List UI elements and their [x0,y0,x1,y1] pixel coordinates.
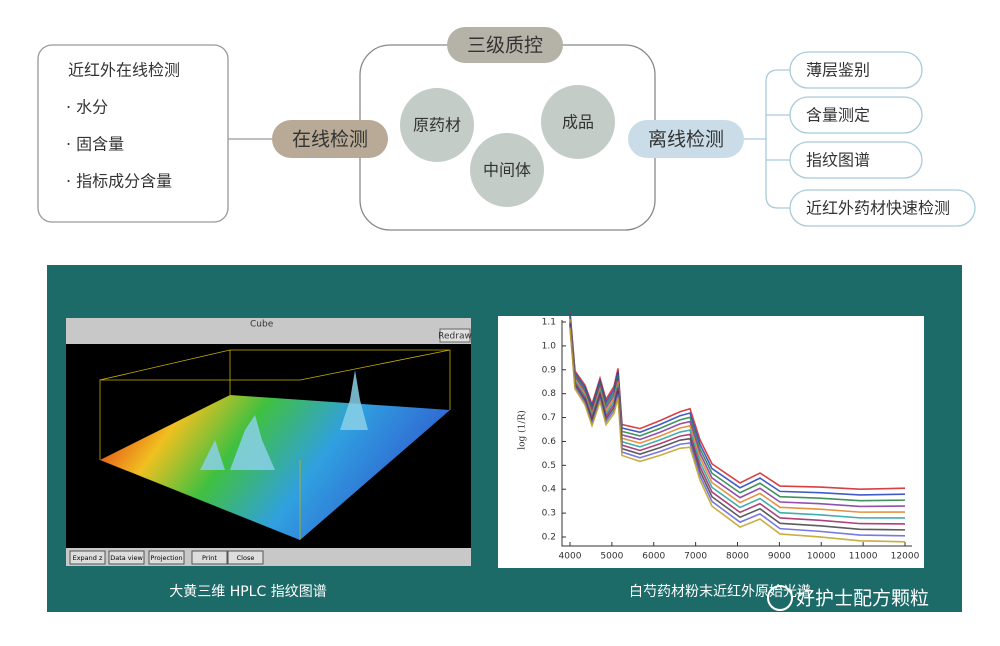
hplc-button[interactable] [148,550,185,565]
x-tick-label: 10000 [807,552,836,562]
y-tick-label: 0.2 [542,533,556,543]
online-item: · 指标成分含量 [66,172,172,191]
online-tag-text: 在线检测 [292,129,368,151]
title: 三级质控 [467,35,543,57]
nir-image: log (1/R) 1.1 1.0 0.9 0.8 0.7 0.6 0.5 0.4 0.3 0.2… [498,312,924,568]
nir-bg [498,316,924,568]
brace [744,69,790,209]
hplc-button-label: Data view [110,554,143,562]
online-tag [272,120,388,158]
stage-label: 中间体 [483,161,531,180]
hplc-button[interactable] [69,550,106,565]
x-tick-label: 8000 [726,552,749,562]
surface [100,395,450,540]
nir-axes [561,320,912,547]
offline-tag [628,120,744,158]
y-tick-label: 0.8 [542,389,557,399]
y-tick-label: 0.3 [542,509,556,519]
hplc-button[interactable] [191,550,228,565]
y-tick-label: 0.6 [542,437,557,447]
hplc-button[interactable] [227,550,264,565]
y-tick-label: 1.1 [542,318,556,328]
cube-label: Cube [250,320,274,330]
offline-item: 近红外药材快速检测 [806,199,950,218]
hplc-button-label: Projection [150,554,182,562]
offline-item-box [789,51,923,89]
title-tag [447,27,563,63]
stage-circle [541,85,615,159]
offline-item-box [789,189,976,227]
stage-label: 原药材 [413,116,461,135]
redraw-button[interactable] [439,328,471,343]
offline-item: 指纹图谱 [806,151,870,170]
cube-frame [99,349,451,540]
y-tick-label: 0.4 [542,485,557,495]
stage-label: 成品 [562,113,594,132]
x-tick-label: 9000 [768,552,791,562]
x-tick-label: 11000 [849,552,878,562]
offline-item-box [789,141,923,179]
watermark: 好护士配方颗粒 [796,588,929,610]
hplc-button-label: Expand z [73,554,103,562]
stage-circle [400,88,474,162]
x-tick-label: 4000 [559,552,582,562]
stage-circle [470,133,544,207]
offline-item: 薄层鉴别 [806,61,870,80]
y-tick-label: 0.5 [542,461,556,471]
caption: 大黄三维 HPLC 指纹图谱 [169,583,326,600]
online-item: · 固含量 [66,135,124,154]
spectrum [569,327,906,543]
peaks [200,370,368,470]
online-item: 近红外在线检测 [68,61,180,80]
offline-item: 含量测定 [806,106,870,125]
online-box [37,44,229,223]
toolbar [66,318,471,344]
x-tick-label: 5000 [600,552,623,562]
offline-item-box [789,96,923,134]
hplc-button-label: Close [237,554,255,562]
wechat-icon [767,585,793,611]
x-tick-label: 6000 [642,552,665,562]
redraw-label: Redraw [438,332,472,342]
caption: 白芍药材粉末近红外原始光谱 [629,584,811,600]
y-tick-label: 0.9 [542,365,557,375]
online-item: · 水分 [66,98,108,117]
y-tick-label: 0.7 [542,413,556,423]
hplc-button[interactable] [108,550,145,565]
offline-tag-text: 离线检测 [648,129,724,151]
nir-ylabel: log (1/R) [517,410,528,449]
hplc-image: Redraw Cube Expand z Data view Projection P… [66,318,472,566]
x-tick-label: 7000 [684,552,707,562]
hplc-button-label: Print [202,554,217,562]
buttons: Expand z Data view Projection Print Close [69,550,264,565]
y-tick-label: 1.0 [542,341,557,351]
x-tick-label: 12000 [891,552,920,562]
